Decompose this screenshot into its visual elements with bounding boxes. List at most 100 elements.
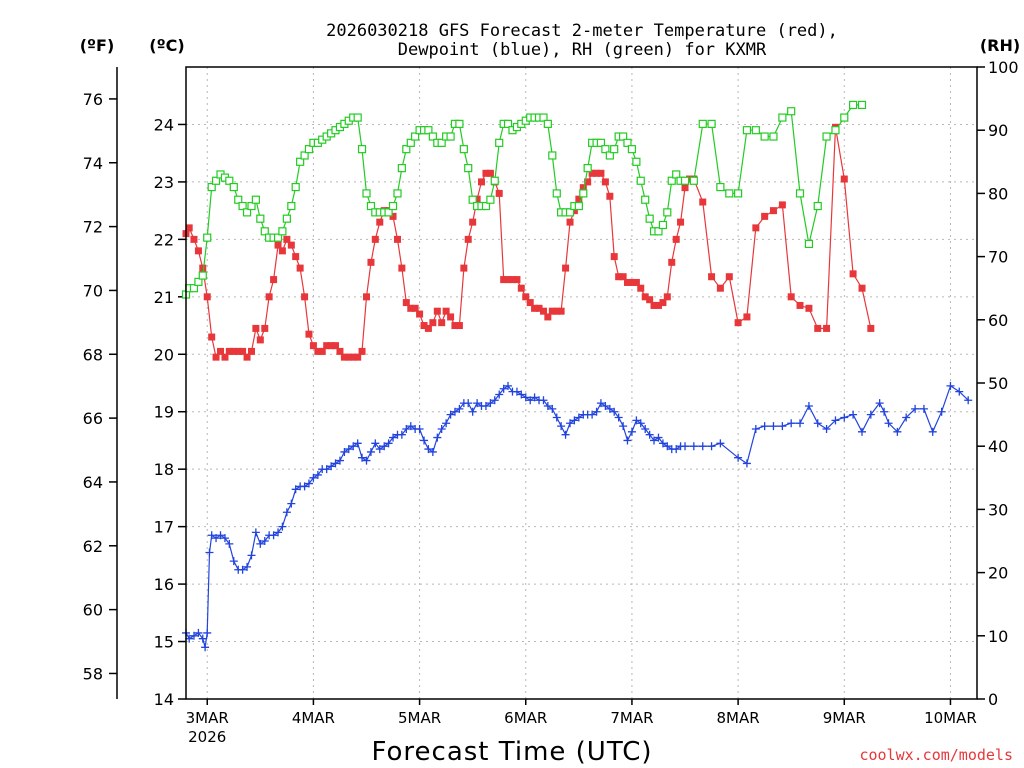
temperature-point [354,353,362,361]
dewpoint-point [672,445,681,454]
temperature-point [473,195,481,203]
dewpoint-point [641,424,650,433]
temperature-point [292,253,300,261]
dewpoint-point [760,422,769,431]
rh-point [282,214,291,223]
temperature-point [531,304,539,312]
x-tick-label: 3MAR [186,709,229,727]
dewpoint-point [543,401,552,410]
rh-tick-label: 50 [988,374,1008,393]
rh-point [260,227,269,236]
dewpoint-point [327,462,336,471]
temperature-point [628,278,636,286]
temperature-point [593,169,601,177]
rh-point [725,189,734,198]
temperature-point [402,299,410,307]
temperature-point [668,258,676,266]
rh-point [353,113,362,122]
rh-unit-label: (RH) [980,36,1020,55]
dewpoint-point [203,628,212,637]
dewpoint-point [424,445,433,454]
dewpoint-point [650,436,659,445]
temperature-point [579,184,587,192]
rh-point [278,227,287,236]
dewpoint-point [344,445,353,454]
dewpoint-point [481,401,490,410]
rh-point [623,138,632,147]
temperature-point [208,333,216,341]
temperature-point [411,304,419,312]
dewpoint-point [287,499,296,508]
dewpoint-point [499,384,508,393]
temperature-point [597,169,605,177]
dewpoint-point [707,442,716,451]
rh-point [543,119,552,128]
rh-point [234,195,243,204]
rh-point [610,145,619,154]
celsius-tick-label: 15 [154,633,174,652]
rh-tick-label: 0 [988,690,998,709]
temperature-point [217,347,225,355]
dewpoint-point [619,422,628,431]
dewpoint-point [353,439,362,448]
temperature-point [535,304,543,312]
dewpoint-point [521,393,530,402]
dewpoint-point [632,416,641,425]
temperature-point [349,353,357,361]
temperature-point [261,324,269,332]
temperature-point [752,224,760,232]
rh-point [189,284,199,293]
temperature-point [663,293,671,301]
rh-point [446,132,455,141]
series-line [185,384,969,648]
dewpoint-point [358,453,367,462]
temperature-point [610,253,618,261]
temperature-point [212,353,220,361]
temperature-point [336,347,344,355]
dewpoint-point [911,404,920,413]
temperature-point [367,258,375,266]
dewpoint-point [212,534,221,543]
temperature-point [522,293,530,301]
dewpoint-point [442,419,451,428]
dewpoint-point [787,419,796,428]
temperature-point [358,347,366,355]
temperature-point [681,184,689,192]
dewpoint-point [539,396,548,405]
dewpoint-point [251,528,260,537]
temperature-point [283,235,291,243]
fahrenheit-tick-label: 68 [83,345,103,364]
temperature-point [447,313,455,321]
temperature-point [451,322,459,330]
dewpoint-point [375,445,384,454]
dewpoint-point [512,387,521,396]
celsius-tick-label: 22 [154,230,174,249]
fahrenheit-tick-label: 60 [83,601,103,620]
dewpoint-point [574,413,583,422]
dewpoint-point [362,456,371,465]
dewpoint-point [464,399,473,408]
rh-point [402,145,411,154]
dewpoint-point [504,381,513,390]
rh-point [641,195,650,204]
fahrenheit-tick-label: 74 [83,154,103,173]
rh-point [822,132,831,141]
dewpoint-point [486,399,495,408]
temperature-point [557,307,565,315]
dewpoint-point [433,433,442,442]
dewpoint-point [313,470,322,479]
rh-point [203,233,212,242]
dewpoint-point [349,442,358,451]
dewpoint-point [955,387,964,396]
celsius-tick-label: 16 [154,575,174,594]
dewpoint-point [623,436,632,445]
temperature-point [455,322,463,330]
temperature-point [641,293,649,301]
temperature-point [725,273,733,281]
temperature-point [270,276,278,284]
temperature-point [650,301,658,309]
rh-point [397,164,406,173]
temperature-point [623,278,631,286]
dewpoint-point [596,399,605,408]
temperature-point [575,195,583,203]
